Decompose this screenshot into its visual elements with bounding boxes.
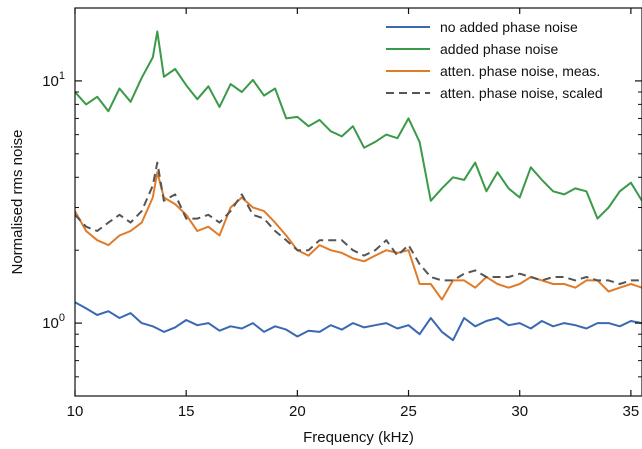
y-axis-title: Normalised rms noise — [9, 129, 26, 274]
series-line-atten-phase-noise-scaled — [75, 161, 642, 285]
x-tick-label: 15 — [178, 403, 195, 420]
x-axis-title: Frequency (kHz) — [303, 429, 414, 446]
plot-frame — [74, 7, 642, 397]
legend: no added phase noise added phase noise att… — [386, 19, 603, 101]
y-tick-label: 100 — [42, 312, 65, 332]
x-tick-label: 25 — [400, 403, 417, 420]
x-tick-label: 35 — [623, 403, 640, 420]
ticks-layer — [74, 8, 642, 396]
x-tick-label: 20 — [289, 403, 306, 420]
legend-label-atten-phase-noise-meas: atten. phase noise, meas. — [440, 63, 600, 79]
x-tick-label: 10 — [67, 403, 84, 420]
y-tick-label: 101 — [42, 70, 65, 90]
series-layer — [75, 30, 642, 342]
series-line-no-added-phase-noise — [75, 301, 642, 342]
legend-label-no-added-phase-noise: no added phase noise — [440, 19, 578, 35]
legend-label-atten-phase-noise-scaled: atten. phase noise, scaled — [440, 85, 603, 101]
x-tick-label: 30 — [511, 403, 528, 420]
legend-label-added-phase-noise: added phase noise — [440, 41, 559, 57]
labels-layer: 10 15 20 25 30 35 100 101 — [42, 70, 639, 420]
series-line-added-phase-noise — [75, 30, 642, 220]
